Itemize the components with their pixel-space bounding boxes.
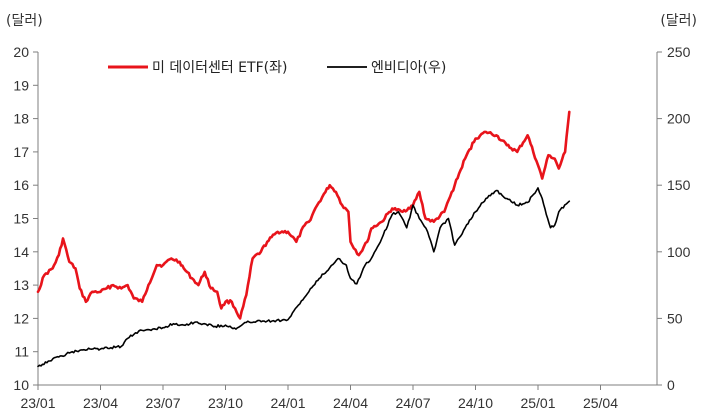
series-line-nvidia (37, 187, 571, 368)
left-tick-label: 19 (13, 77, 29, 93)
x-tick-label: 25/01 (520, 395, 555, 411)
right-tick-label: 150 (667, 177, 691, 193)
x-tick-label: 24/04 (333, 395, 368, 411)
x-tick-label: 24/10 (458, 395, 493, 411)
x-tick-label: 23/07 (145, 395, 180, 411)
series-line-datacenter-etf (36, 110, 571, 320)
left-tick-label: 12 (13, 310, 29, 326)
legend: 미 데이터센터 ETF(좌) 엔비디아(우) (108, 60, 446, 76)
x-axis-ticks: 23/01 23/04 23/07 23/10 24/01 24/04 24/07 24/10… (20, 385, 618, 411)
right-tick-label: 200 (667, 111, 691, 127)
left-tick-label: 11 (14, 344, 29, 360)
right-axis-ticks: 0 50 100 150 200 250 (657, 44, 691, 393)
left-tick-label: 10 (13, 377, 29, 393)
left-tick-label: 14 (13, 244, 29, 260)
right-tick-label: 50 (667, 310, 683, 326)
left-tick-label: 15 (13, 211, 29, 227)
right-tick-label: 0 (667, 377, 675, 393)
right-tick-label: 100 (667, 244, 691, 260)
series-layer (36, 110, 571, 368)
legend-label-nvidia: 엔비디아(우) (371, 60, 446, 76)
left-tick-label: 18 (13, 111, 29, 127)
x-tick-label: 25/04 (583, 395, 618, 411)
x-tick-label: 23/04 (83, 395, 118, 411)
x-tick-label: 24/01 (270, 395, 305, 411)
left-tick-label: 17 (13, 144, 29, 160)
x-tick-label: 24/07 (395, 395, 430, 411)
x-tick-label: 23/10 (208, 395, 243, 411)
left-axis-unit: (달러) (6, 13, 43, 29)
right-axis-unit: (달러) (660, 13, 697, 29)
left-tick-label: 13 (13, 277, 29, 293)
left-tick-label: 16 (13, 177, 29, 193)
left-tick-label: 20 (13, 44, 29, 60)
right-tick-label: 250 (667, 44, 691, 60)
x-tick-label: 23/01 (20, 395, 55, 411)
left-axis-ticks: 10 11 12 13 14 15 16 17 18 19 20 (13, 44, 38, 393)
legend-label-etf: 미 데이터센터 ETF(좌) (152, 60, 287, 76)
